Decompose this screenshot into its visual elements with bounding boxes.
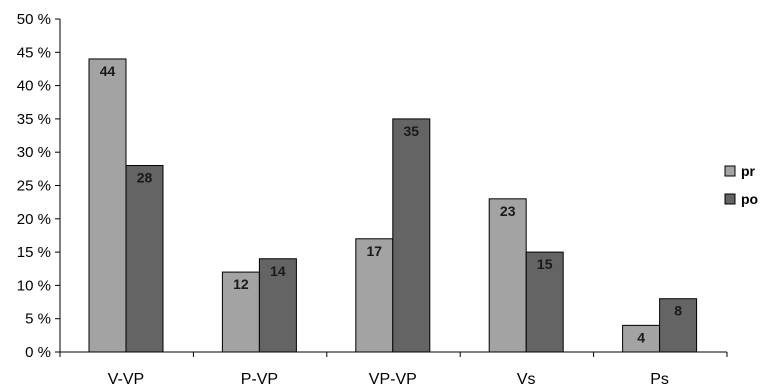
y-tick-label: 25 % [17,178,51,195]
bar-po-v-vp [125,165,164,353]
y-tick-label: 45 % [17,44,51,61]
data-label: 23 [500,203,516,219]
y-tick-label: 50 % [17,11,51,28]
y-tick-label: 20 % [17,211,51,228]
bar-po-p-vp [258,258,297,353]
x-category-label: VP-VP [369,371,417,388]
legend-label-pr: pr [741,163,756,179]
bars: 44 28 12 14 17 35 23 15 4 8 [88,58,698,353]
y-tick-label: 40 % [17,78,51,95]
x-category-label: P-VP [241,371,278,388]
bar-pr-vp-vp [355,238,394,353]
y-tick-label: 15 % [17,244,51,261]
legend-swatch-pr [724,165,736,177]
data-label: 17 [367,243,383,259]
data-label: 28 [137,170,153,186]
data-label: 14 [270,263,286,279]
legend: pr po [724,163,758,207]
bar-pr-p-vp [221,271,260,353]
data-label: 8 [674,303,682,319]
data-label: 44 [100,63,116,79]
x-category-label: V-VP [108,371,144,388]
bar-po-vs [525,251,564,353]
data-label: 35 [404,123,420,139]
y-tick-label: 0 % [25,344,51,361]
y-tick-label: 5 % [25,311,51,328]
legend-label-po: po [741,191,758,207]
y-tick-label: 10 % [17,277,51,294]
y-axis: 0 % 5 % 10 % 15 % 20 % 25 % 30 % 35 % 40 % 45 % 50… [17,11,61,361]
data-label: 4 [637,329,645,345]
x-category-label: Vs [517,371,536,388]
y-tick-label: 35 % [17,111,51,128]
x-axis: V-VP P-VP VP-VP Vs Ps [59,351,728,388]
bar-pr-vs [488,198,527,353]
data-label: 12 [233,276,249,292]
data-label: 15 [537,256,553,272]
legend-swatch-po [724,193,736,205]
x-category-label: Ps [650,371,669,388]
bar-po-vp-vp [392,118,431,353]
y-tick-label: 30 % [17,144,51,161]
bar-pr-v-vp [88,58,127,353]
